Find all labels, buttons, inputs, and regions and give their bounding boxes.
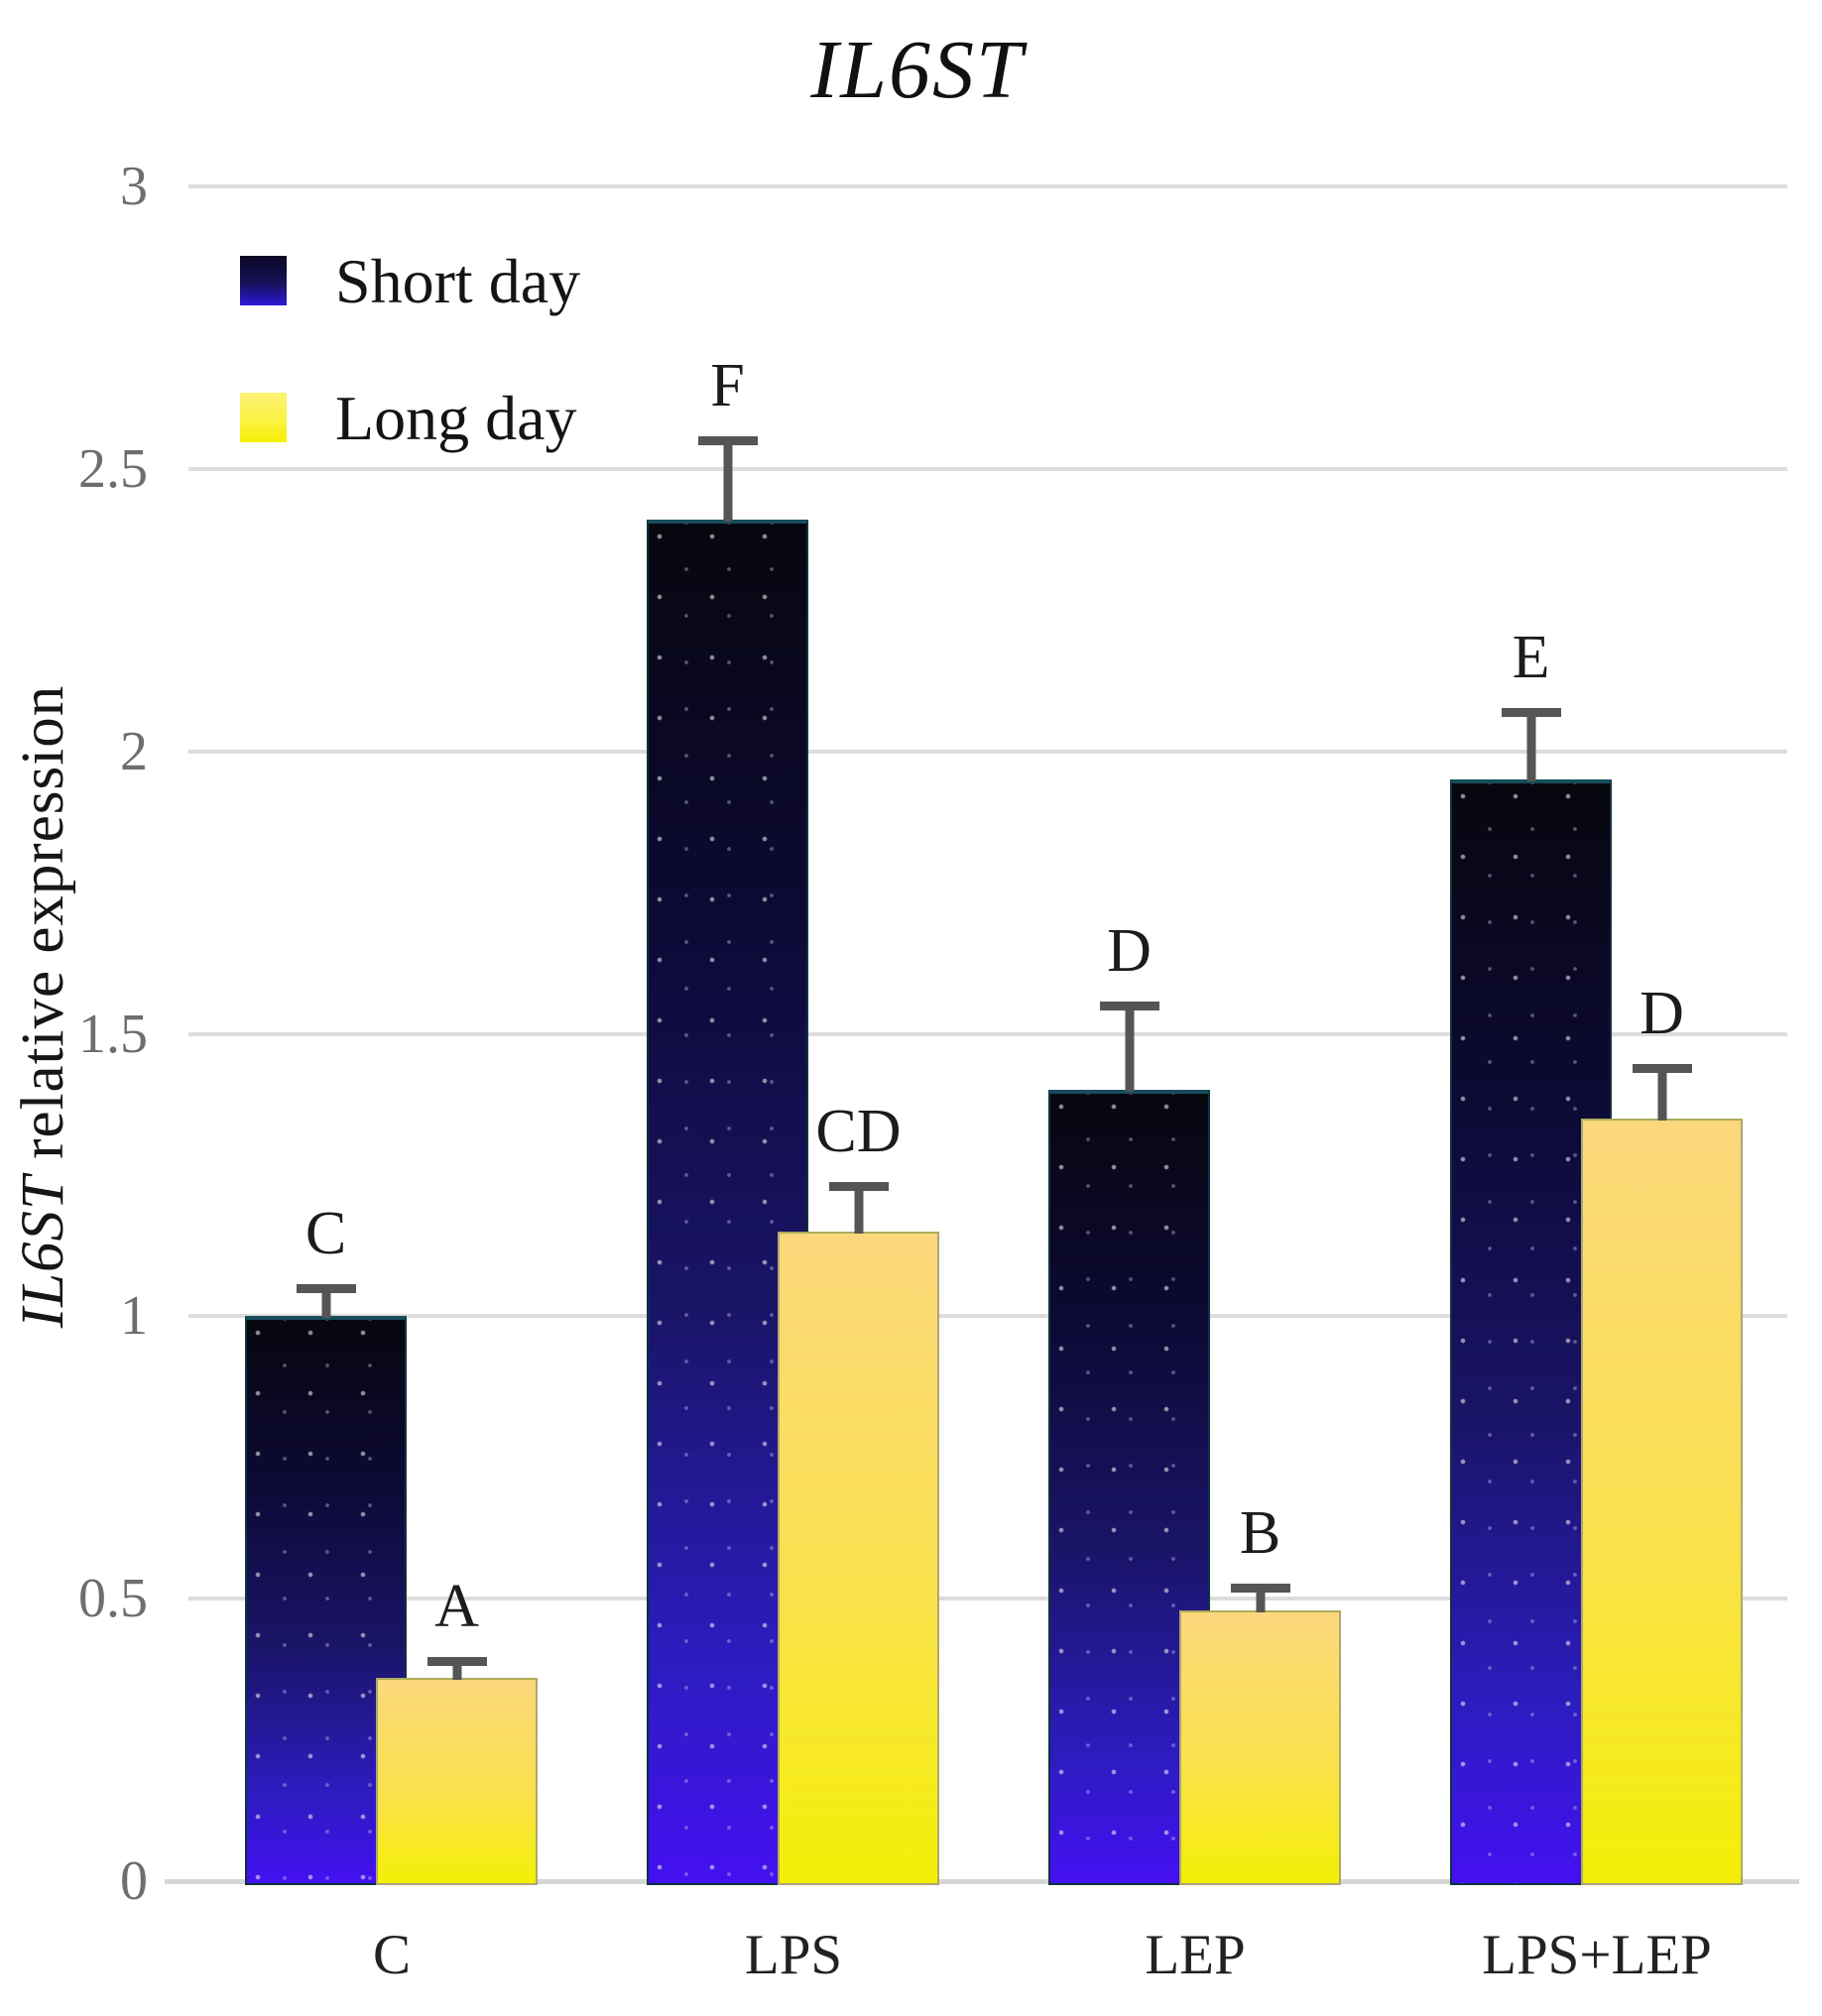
bar-long-day-lps [778, 1231, 939, 1885]
x-tick-label-lep: LEP [1145, 1924, 1246, 1986]
gridline-3 [188, 184, 1787, 188]
gridline-2.5 [188, 466, 1787, 471]
gridline-2 [188, 749, 1787, 754]
error-bar-cap-short-day-lps [697, 436, 758, 446]
significance-letter-short-day-lps-lep: E [1512, 623, 1550, 691]
y-tick-label-2: 2 [120, 720, 148, 782]
bar-long-day-c [376, 1677, 538, 1885]
gridline-1.5 [188, 1031, 1787, 1036]
legend-label-long-day: Long day [335, 383, 577, 453]
error-bar-cap-short-day-lep [1099, 1002, 1159, 1011]
legend-swatch-short-day [240, 256, 287, 305]
error-bar-stem-short-day-lps [723, 440, 732, 523]
x-axis-line [165, 1879, 1799, 1884]
error-bar-stem-long-day-c [452, 1660, 461, 1680]
y-tick-label-0: 0 [120, 1850, 148, 1912]
gridline-0.5 [188, 1597, 1787, 1601]
error-bar-cap-long-day-lps [828, 1182, 889, 1192]
significance-letter-long-day-c: A [434, 1572, 479, 1640]
error-bar-stem-short-day-c [321, 1287, 330, 1319]
significance-letter-short-day-lep: D [1107, 917, 1152, 986]
chart-title: IL6ST [810, 24, 1025, 116]
significance-letter-long-day-lep: B [1239, 1498, 1281, 1567]
error-bar-stem-long-day-lep [1256, 1587, 1265, 1612]
significance-letter-long-day-lps: CD [815, 1098, 902, 1166]
y-tick-label-0.5: 0.5 [78, 1568, 148, 1630]
legend-label-short-day: Short day [335, 246, 581, 316]
error-bar-cap-short-day-lps-lep [1501, 707, 1561, 717]
x-tick-label-lps-lep: LPS+LEP [1482, 1924, 1712, 1986]
error-bar-stem-short-day-lps-lep [1526, 711, 1535, 782]
gridline-1 [188, 1314, 1787, 1319]
significance-letter-short-day-lps: F [710, 352, 745, 420]
error-bar-cap-long-day-c [426, 1656, 487, 1666]
y-tick-label-3: 3 [120, 156, 148, 217]
significance-letter-short-day-c: C [304, 1199, 347, 1267]
x-tick-label-lps: LPS [744, 1924, 843, 1986]
y-tick-label-1: 1 [120, 1285, 148, 1348]
y-tick-label-1.5: 1.5 [78, 1003, 148, 1065]
error-bar-cap-short-day-c [296, 1283, 356, 1293]
bar-long-day-lps-lep [1581, 1118, 1743, 1885]
y-tick-label-2.5: 2.5 [78, 437, 148, 500]
bar-long-day-lep [1179, 1609, 1341, 1885]
x-tick-label-c: C [372, 1924, 412, 1986]
error-bar-cap-long-day-lps-lep [1632, 1063, 1692, 1073]
significance-letter-long-day-lps-lep: D [1640, 979, 1684, 1047]
error-bar-stem-short-day-lep [1125, 1006, 1134, 1093]
error-bar-cap-long-day-lep [1230, 1583, 1290, 1593]
legend-swatch-long-day [240, 393, 287, 442]
error-bar-stem-long-day-lps [854, 1186, 863, 1234]
error-bar-stem-long-day-lps-lep [1657, 1067, 1666, 1121]
